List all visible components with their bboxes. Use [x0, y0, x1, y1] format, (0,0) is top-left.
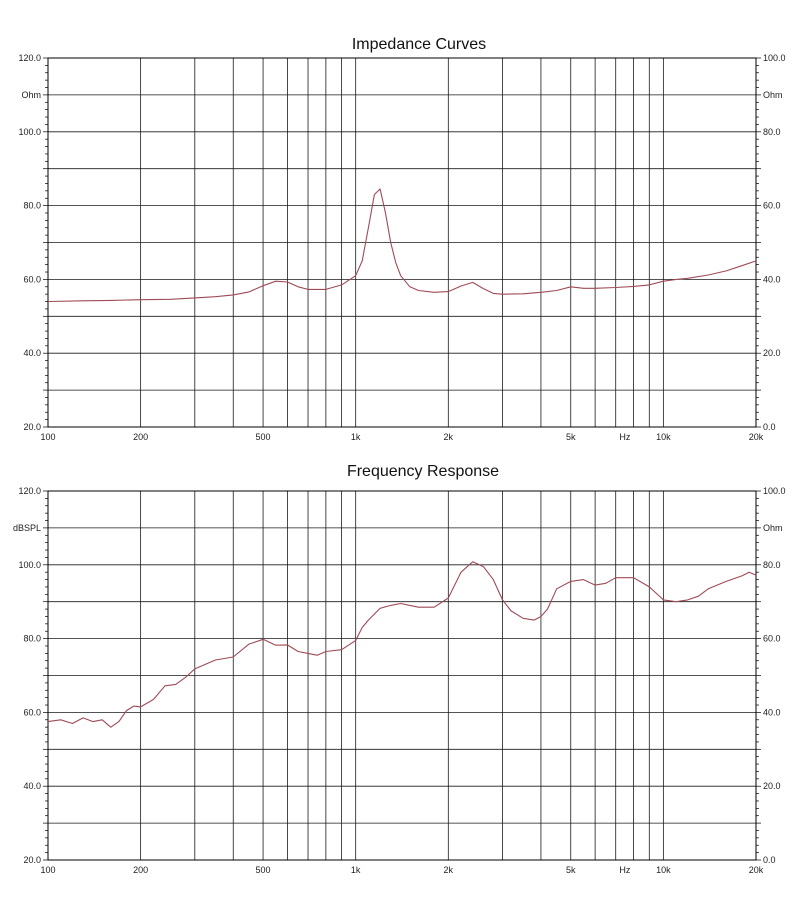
impedance-x-tick-label: 2k	[444, 432, 454, 442]
impedance-y-right-tick-label: 20.0	[763, 348, 781, 358]
frequency-response-chart: Frequency Response 120.0 100.0 80.0 60.0 40.…	[13, 463, 786, 875]
frequency-response-plot-frame	[47, 490, 757, 861]
frequency-response-y-right-tick-label: 60.0	[763, 634, 781, 644]
impedance-series-line	[47, 188, 757, 303]
impedance-y-left-tick-label: 100.0	[18, 127, 41, 137]
frequency-response-y-left-tick-label: 100.0	[18, 560, 41, 570]
impedance-plot: 120.0 100.0 80.0 60.0 40.0 20.0 100.0 80.0 60.0 4…	[18, 53, 785, 442]
frequency-response-y-right-unit: Ohm	[763, 523, 783, 533]
impedance-y-right-tick-label: 80.0	[763, 127, 781, 137]
frequency-response-y-left-tick-label: 20.0	[23, 855, 41, 865]
impedance-y-right-tick-label: 40.0	[763, 274, 781, 284]
impedance-y-right-tick-label: 0.0	[763, 422, 776, 432]
frequency-response-y-right-tick-label: 20.0	[763, 781, 781, 791]
impedance-plot-frame	[47, 57, 757, 428]
impedance-chart-title: Impedance Curves	[352, 36, 486, 53]
frequency-response-y-right-tick-label: 0.0	[763, 855, 776, 865]
frequency-response-x-tick-label: 100	[40, 865, 55, 875]
impedance-y-left-tick-label: 40.0	[23, 348, 41, 358]
impedance-x-tick-label: 20k	[749, 432, 764, 442]
frequency-response-plot: 120.0 100.0 80.0 60.0 40.0 20.0 100.0 80.0 60.0 4…	[13, 486, 786, 875]
impedance-y-right-tick-label: 60.0	[763, 201, 781, 211]
frequency-response-x-tick-label: 5k	[566, 865, 576, 875]
frequency-response-x-tick-label: 10k	[656, 865, 671, 875]
frequency-response-x-tick-label: 1k	[351, 865, 361, 875]
frequency-response-y-left-tick-label: 80.0	[23, 634, 41, 644]
frequency-response-chart-title: Frequency Response	[347, 463, 499, 480]
impedance-y-left-unit: Ohm	[21, 90, 41, 100]
frequency-response-y-right-tick-label: 100.0	[763, 486, 786, 496]
impedance-y-left-tick-label: 60.0	[23, 274, 41, 284]
impedance-x-tick-label: 10k	[656, 432, 671, 442]
impedance-y-left-tick-label: 80.0	[23, 201, 41, 211]
frequency-response-y-left-tick-label: 120.0	[18, 486, 41, 496]
impedance-x-tick-label: Hz	[619, 432, 630, 442]
impedance-x-tick-label: 200	[133, 432, 148, 442]
impedance-chart: Impedance Curves 120.0 100.0 80.0 60.0 40.0 2…	[18, 36, 785, 442]
frequency-response-x-tick-label: 20k	[749, 865, 764, 875]
impedance-x-tick-label: 100	[40, 432, 55, 442]
impedance-y-right-unit: Ohm	[763, 90, 783, 100]
frequency-response-y-left-unit: dBSPL	[13, 523, 41, 533]
frequency-response-y-right-tick-label: 40.0	[763, 707, 781, 717]
impedance-y-left-tick-label: 120.0	[18, 53, 41, 63]
frequency-response-y-right-tick-label: 80.0	[763, 560, 781, 570]
frequency-response-y-left-tick-label: 40.0	[23, 781, 41, 791]
impedance-y-right-tick-label: 100.0	[763, 53, 786, 63]
impedance-x-tick-label: 5k	[566, 432, 576, 442]
impedance-x-tick-label: 500	[256, 432, 271, 442]
frequency-response-y-left-tick-label: 60.0	[23, 707, 41, 717]
impedance-x-tick-label: 1k	[351, 432, 361, 442]
frequency-response-x-tick-label: 200	[133, 865, 148, 875]
frequency-response-series-line	[47, 561, 757, 728]
impedance-y-left-tick-label: 20.0	[23, 422, 41, 432]
frequency-response-x-tick-label: 500	[256, 865, 271, 875]
frequency-response-x-tick-label: Hz	[619, 865, 630, 875]
frequency-response-x-tick-label: 2k	[444, 865, 454, 875]
